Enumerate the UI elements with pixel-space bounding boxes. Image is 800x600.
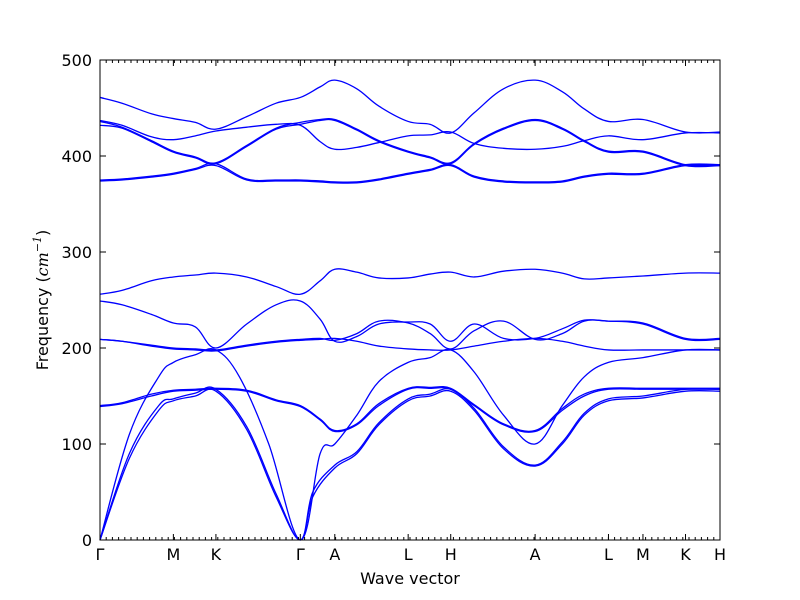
x-tick-label: K [680, 545, 691, 564]
band-line-9 [99, 268, 721, 295]
y-tick-label: 100 [61, 435, 92, 454]
x-tick-label: H [714, 545, 726, 564]
x-tick-label: H [445, 545, 457, 564]
y-tick-label: 300 [61, 243, 92, 262]
band-line-1 [99, 388, 721, 541]
band-line-2 [99, 386, 721, 541]
band-line-6 [99, 337, 720, 352]
x-tick-label: A [530, 545, 541, 564]
x-tick-label: M [166, 545, 180, 564]
band-line-3 [99, 348, 721, 541]
band-line-13 [99, 117, 721, 167]
y-tick-label: 200 [61, 339, 92, 358]
x-tick-label: L [604, 545, 613, 564]
x-tick-label: Γ [96, 545, 105, 564]
x-tick-label: Γ [296, 545, 305, 564]
axis-ticks [99, 59, 721, 541]
band-line-12 [99, 118, 721, 168]
y-tick-label: 500 [61, 51, 92, 70]
band-lines [99, 79, 721, 541]
band-line-4 [99, 386, 720, 433]
band-line-14 [99, 119, 721, 151]
x-tick-label: A [329, 545, 340, 564]
x-tick-label: K [211, 545, 222, 564]
band-line-15 [99, 79, 721, 134]
y-tick-label: 400 [61, 147, 92, 166]
x-tick-label: M [636, 545, 650, 564]
band-line-11 [99, 162, 721, 183]
band-line-5 [99, 385, 720, 432]
y-axis-label: Frequency (cm−1) [31, 230, 52, 371]
y-tick-label: 0 [82, 531, 92, 550]
band-line-8 [99, 299, 721, 349]
y-tick-labels: 0 100 200 300 400 500 [61, 51, 92, 550]
plot-frame [99, 59, 721, 541]
band-line-10 [99, 164, 721, 184]
x-axis-label: Wave vector [360, 569, 460, 588]
x-tick-label: L [404, 545, 413, 564]
band-line-7 [99, 319, 721, 351]
